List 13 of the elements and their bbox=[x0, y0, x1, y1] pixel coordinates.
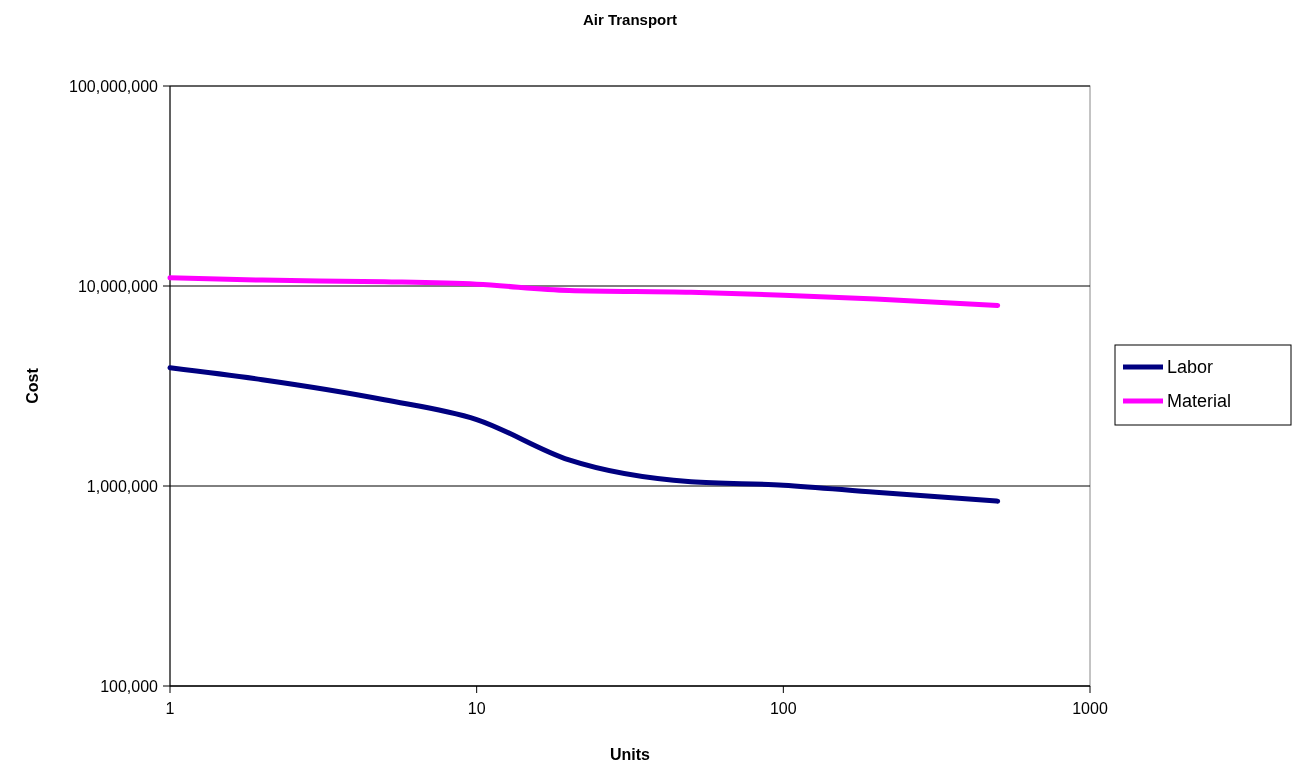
x-tick-label: 10 bbox=[467, 700, 486, 717]
y-axis-title: Cost bbox=[24, 367, 41, 404]
x-axis-title: Units bbox=[610, 746, 651, 763]
y-tick-label: 10,000,000 bbox=[77, 277, 159, 295]
x-tick-label: 1 bbox=[165, 700, 175, 717]
y-tick-label: 100,000 bbox=[100, 677, 159, 695]
x-tick-label: 100 bbox=[769, 700, 797, 717]
y-tick-label: 1,000,000 bbox=[86, 477, 159, 495]
legend-label: Material bbox=[1167, 391, 1232, 412]
chart-title: Air Transport bbox=[582, 11, 678, 28]
legend-label: Labor bbox=[1167, 357, 1214, 378]
x-tick-label: 1000 bbox=[1072, 700, 1108, 717]
y-tick-label: 100,000,000 bbox=[69, 77, 159, 95]
